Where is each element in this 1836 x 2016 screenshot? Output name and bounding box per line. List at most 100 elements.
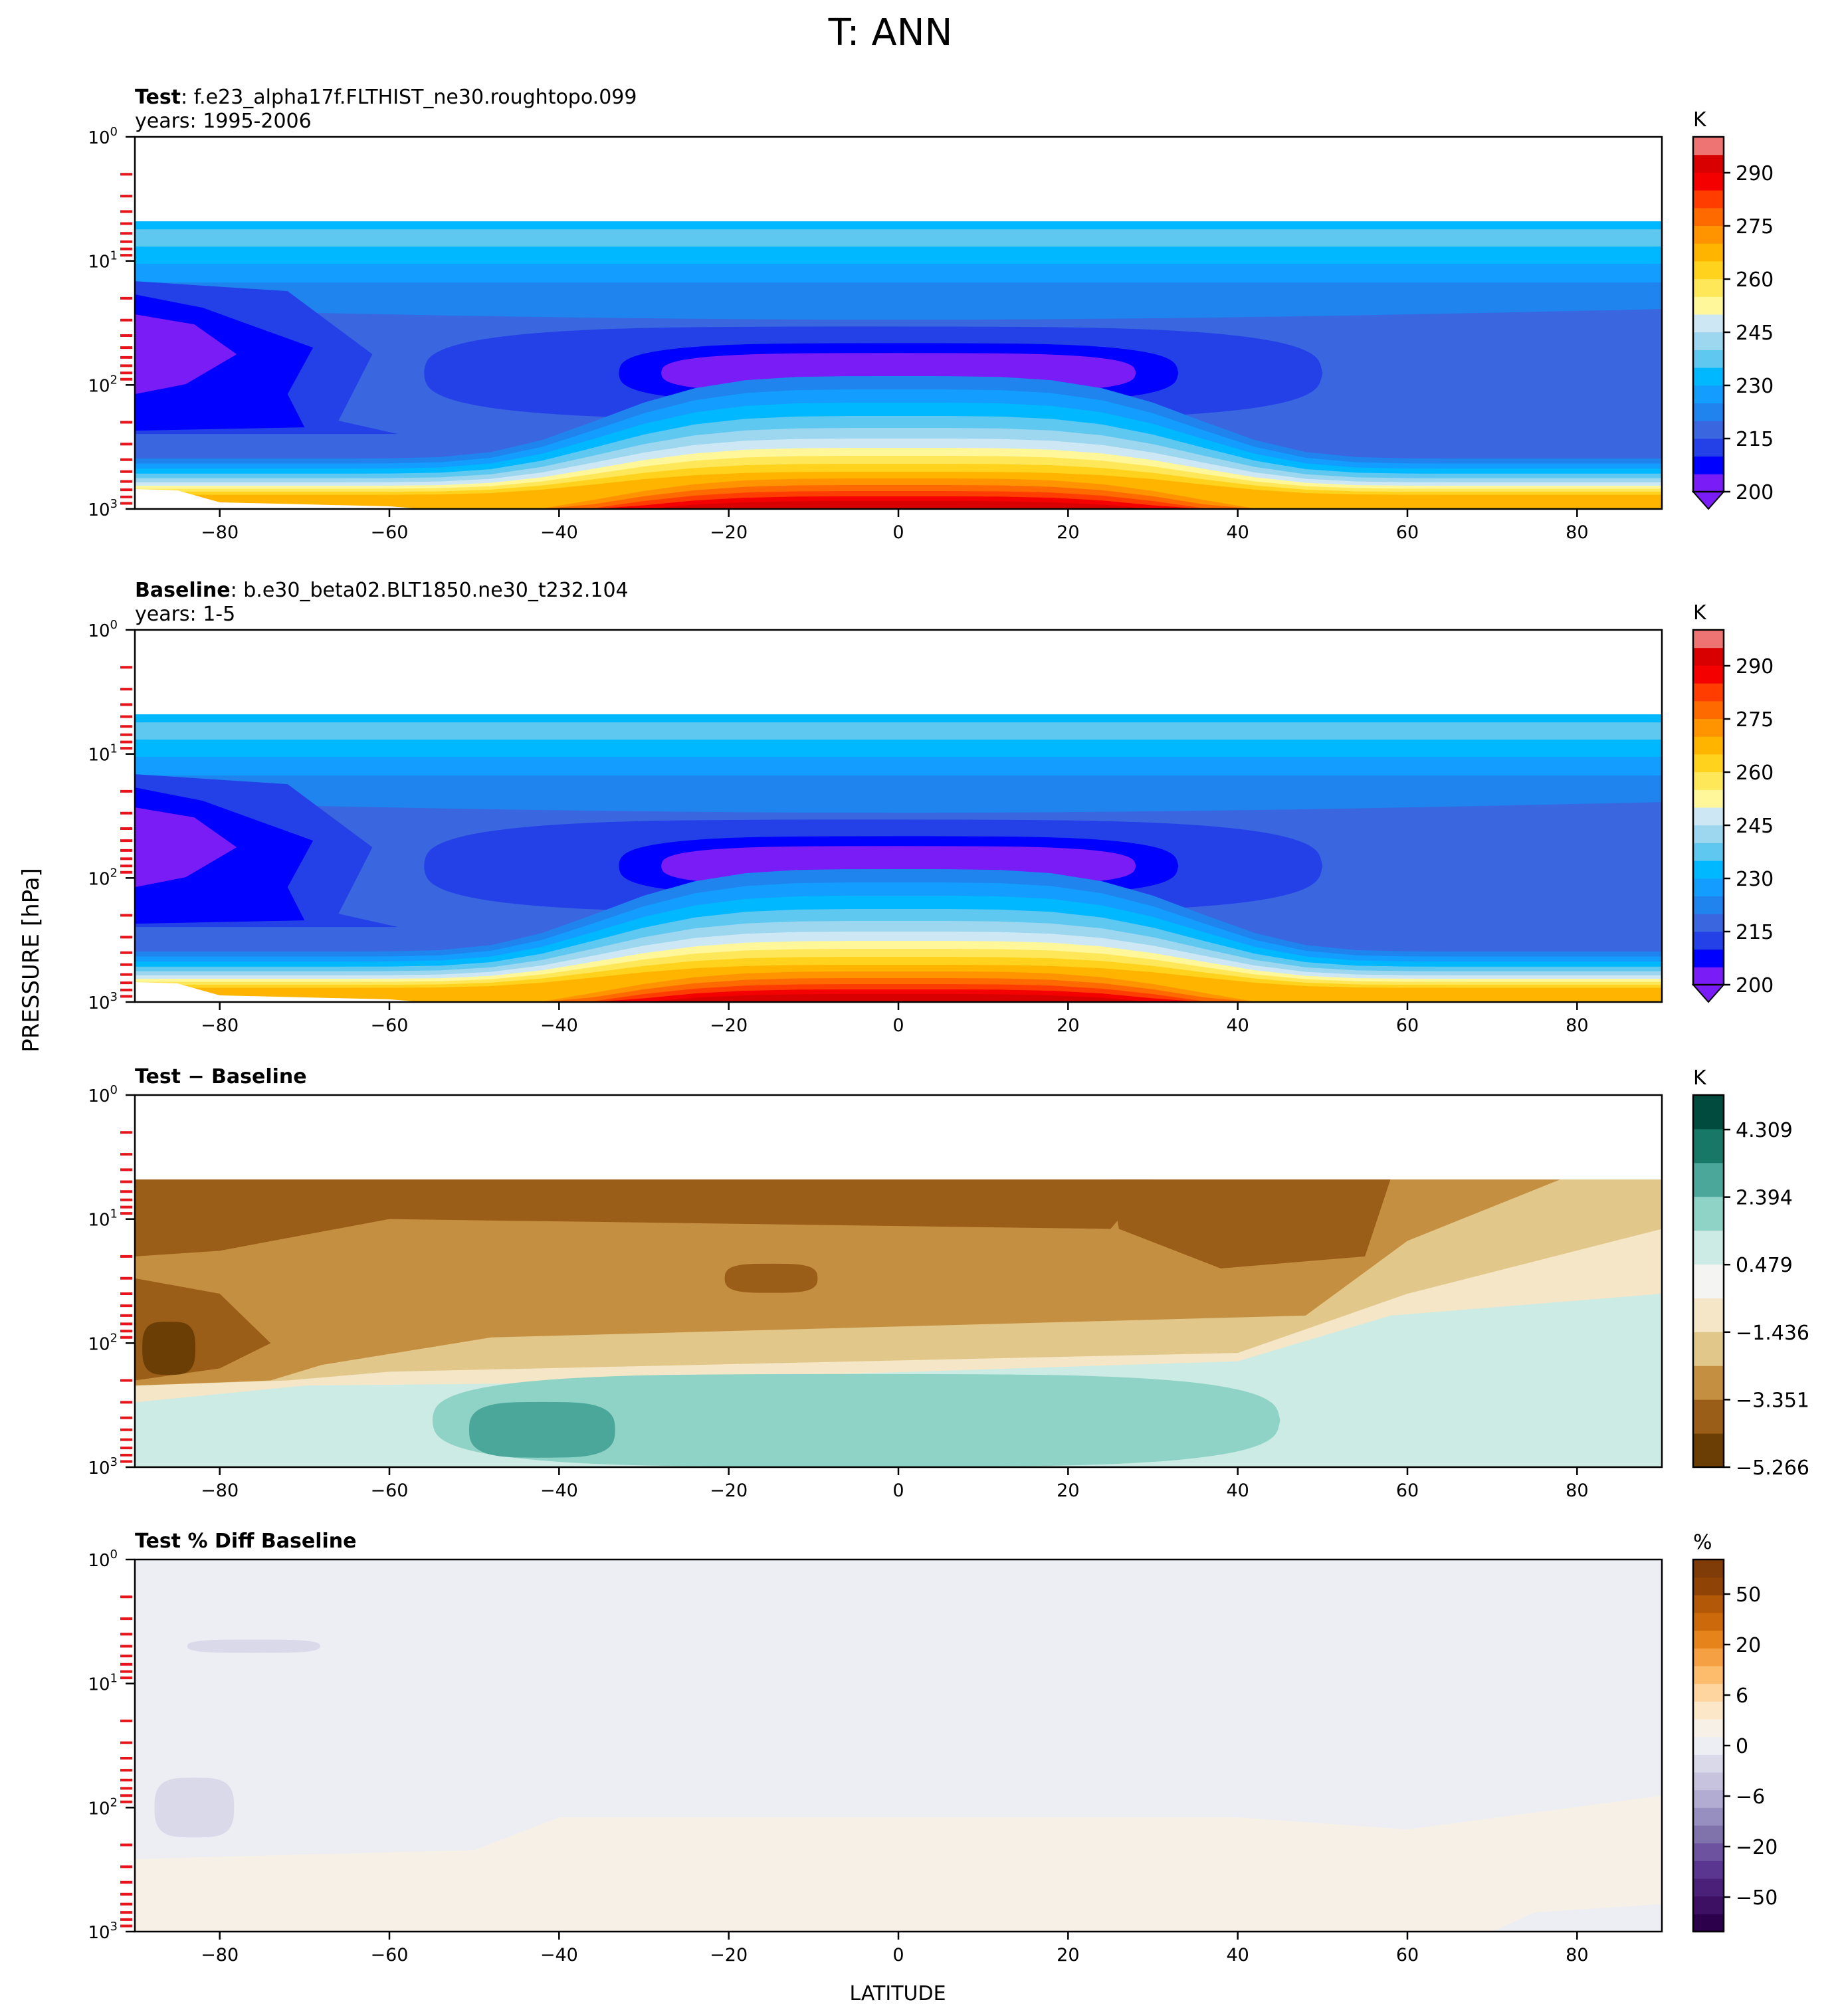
y-tick-label: 102 bbox=[88, 373, 118, 396]
panel-title: Test − Baseline bbox=[135, 1065, 307, 1088]
colorbar-segment bbox=[1693, 1095, 1724, 1130]
colorbar-segment bbox=[1693, 736, 1724, 755]
colorbar-segment bbox=[1693, 1789, 1724, 1808]
colorbar-segment bbox=[1693, 225, 1724, 244]
panel-title-bold: Baseline bbox=[135, 579, 231, 602]
x-tick-label: −80 bbox=[201, 1945, 239, 1966]
colorbar-segment bbox=[1693, 771, 1724, 790]
y-tick-label: 100 bbox=[88, 1083, 118, 1106]
colorbar-segment bbox=[1693, 1433, 1724, 1468]
colorbar-tick-label: 2.394 bbox=[1736, 1187, 1793, 1210]
colorbar-segment bbox=[1693, 914, 1724, 932]
x-tick-label: 80 bbox=[1566, 1015, 1588, 1036]
x-tick-label: 20 bbox=[1057, 522, 1079, 543]
colorbar-segment bbox=[1693, 367, 1724, 386]
figure-title: T: ANN bbox=[828, 11, 953, 54]
contour-band bbox=[135, 775, 1662, 813]
colorbar-tick-label: 245 bbox=[1736, 322, 1774, 345]
y-tick-label: 103 bbox=[88, 1920, 118, 1943]
contour-band bbox=[135, 282, 1662, 320]
y-tick-label: 100 bbox=[88, 618, 118, 641]
colorbar-segment bbox=[1693, 438, 1724, 457]
panel-2: Baseline: b.e30_beta02.BLT1850.ne30_t232… bbox=[88, 579, 1774, 1036]
topography-mask bbox=[135, 982, 424, 1002]
x-tick-label: 0 bbox=[892, 1945, 904, 1966]
colorbar-segment bbox=[1693, 949, 1724, 967]
contour-band bbox=[468, 1401, 615, 1458]
x-tick-label: −40 bbox=[540, 522, 578, 543]
colorbar-segment bbox=[1693, 1878, 1724, 1897]
colorbar-frame bbox=[1692, 1094, 1725, 1468]
y-tick-label: 102 bbox=[88, 1795, 118, 1819]
contour-band bbox=[135, 1179, 1153, 1257]
x-tick-label: −80 bbox=[201, 522, 239, 543]
x-tick-label: 60 bbox=[1396, 522, 1419, 543]
x-tick-label: −60 bbox=[371, 1480, 409, 1501]
contour-band bbox=[432, 1373, 1280, 1467]
panel-title: Test % Diff Baseline bbox=[135, 1530, 357, 1553]
colorbar-segment bbox=[1693, 1298, 1724, 1332]
colorbar-segment bbox=[1693, 1719, 1724, 1738]
colorbar-segment bbox=[1693, 137, 1724, 155]
colorbar-segment bbox=[1693, 1630, 1724, 1649]
colorbar-segment bbox=[1693, 296, 1724, 315]
y-tick-label: 100 bbox=[88, 1548, 118, 1571]
colorbar-frame bbox=[1692, 136, 1725, 493]
x-tick-label: 40 bbox=[1226, 1945, 1249, 1966]
colorbar-segment bbox=[1693, 350, 1724, 368]
colorbar-segment bbox=[1693, 1914, 1724, 1932]
colorbar-segment bbox=[1693, 630, 1724, 649]
colorbar-segment bbox=[1693, 878, 1724, 896]
colorbar-tick-label: −3.351 bbox=[1736, 1389, 1809, 1412]
colorbar-extension bbox=[1691, 984, 1726, 1003]
colorbar-segment bbox=[1693, 931, 1724, 950]
colorbar-segment bbox=[1693, 1772, 1724, 1791]
colorbar-segment bbox=[1693, 1754, 1724, 1773]
colorbar-frame bbox=[1692, 629, 1725, 986]
colorbar-segment bbox=[1693, 1807, 1724, 1826]
colorbar-segment bbox=[1693, 260, 1724, 280]
colorbar-tick-label: 200 bbox=[1736, 481, 1774, 504]
colorbar-segment bbox=[1693, 718, 1724, 737]
colorbar-unit: K bbox=[1693, 108, 1707, 132]
colorbar-tick-label: −1.436 bbox=[1736, 1322, 1809, 1345]
colorbar-tick-label: 0.479 bbox=[1736, 1254, 1793, 1277]
colorbar-segment bbox=[1693, 1332, 1724, 1366]
x-tick-label: 40 bbox=[1226, 1480, 1249, 1501]
colorbar-tick-label: 50 bbox=[1736, 1583, 1761, 1607]
colorbar-segment bbox=[1693, 1162, 1724, 1197]
y-tick-label: 101 bbox=[88, 1207, 118, 1231]
colorbar-segment bbox=[1693, 1264, 1724, 1298]
x-tick-label: 80 bbox=[1566, 1480, 1588, 1501]
colorbar-tick-label: 275 bbox=[1736, 215, 1774, 239]
x-tick-label: 0 bbox=[892, 522, 904, 543]
colorbar-segment bbox=[1693, 403, 1724, 421]
colorbar-segment bbox=[1693, 207, 1724, 226]
colorbar-tick-label: 215 bbox=[1736, 921, 1774, 944]
colorbar-segment bbox=[1693, 1861, 1724, 1879]
colorbar-segment bbox=[1693, 456, 1724, 474]
x-tick-label: −60 bbox=[371, 1945, 409, 1966]
x-tick-label: −20 bbox=[710, 522, 748, 543]
colorbar-segment bbox=[1693, 1613, 1724, 1631]
panel-title-rest: : b.e30_beta02.BLT1850.ne30_t232.104 bbox=[231, 579, 629, 602]
colorbar-segment bbox=[1693, 474, 1724, 492]
colorbar-unit: % bbox=[1693, 1531, 1712, 1554]
x-tick-label: 60 bbox=[1396, 1015, 1419, 1036]
colorbar-segment bbox=[1693, 647, 1724, 666]
x-tick-label: 20 bbox=[1057, 1945, 1079, 1966]
x-tick-label: 40 bbox=[1226, 522, 1249, 543]
colorbar-tick-label: −50 bbox=[1736, 1886, 1778, 1910]
colorbar-segment bbox=[1693, 1128, 1724, 1163]
colorbar-segment bbox=[1693, 1701, 1724, 1720]
y-tick-label: 103 bbox=[88, 1455, 118, 1478]
colorbar-tick-label: 0 bbox=[1736, 1735, 1748, 1758]
contour-band bbox=[135, 314, 237, 395]
colorbar-segment bbox=[1693, 172, 1724, 191]
contour-band bbox=[135, 1795, 1662, 1932]
panel-subtitle: years: 1995-2006 bbox=[135, 110, 312, 133]
contour-field bbox=[135, 714, 1662, 1002]
x-tick-label: 60 bbox=[1396, 1480, 1419, 1501]
colorbar-segment bbox=[1693, 385, 1724, 403]
colorbar-segment bbox=[1693, 967, 1724, 985]
